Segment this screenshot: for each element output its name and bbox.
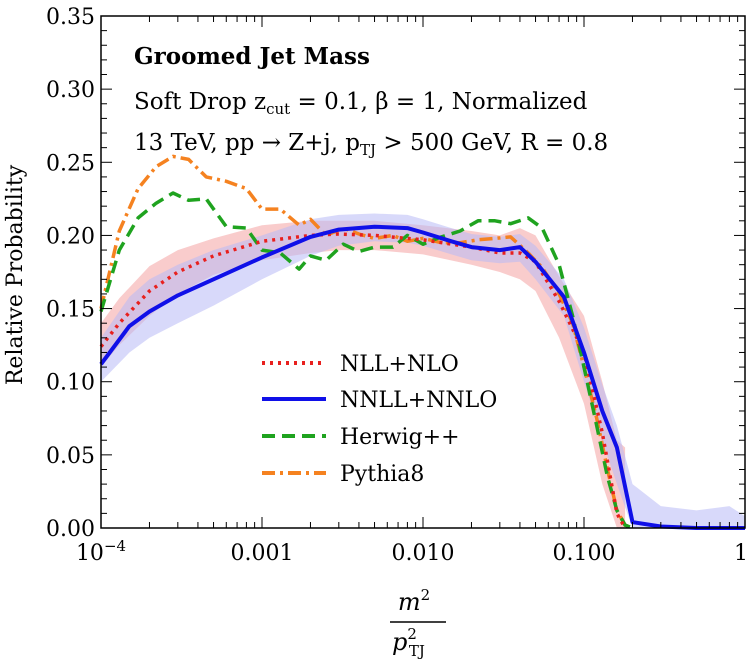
plot-frame xyxy=(100,15,746,529)
y-tick-label: 0.35 xyxy=(46,5,95,30)
y-tick-label: 0.20 xyxy=(46,224,95,249)
tick-labels: 0.00 0.05 0.10 0.15 0.20 0.25 0.30 0.35 10−4 0.00… xyxy=(46,5,748,566)
legend-label-pythia: Pythia8 xyxy=(340,462,424,487)
x-tick-label: 0.001 xyxy=(231,541,294,566)
y-axis-label: Relative Probability xyxy=(3,164,28,385)
subtitle-line-1: Soft Drop zcut = 0.1, β = 1, Normalized xyxy=(134,89,588,118)
y-tick-label: 0.05 xyxy=(46,444,95,469)
x-tick-label: 0.100 xyxy=(553,541,616,566)
legend: NLL+NLO NNLL+NNLO Herwig++ Pythia8 xyxy=(262,352,497,487)
y-tick-label: 0.15 xyxy=(46,298,95,323)
legend-label-nll-nlo: NLL+NLO xyxy=(340,352,459,377)
x-tick-label: 1 xyxy=(734,541,748,566)
x-label-numerator: m2 xyxy=(398,586,430,616)
subtitle-line-2: 13 TeV, pp → Z+j, pTJ > 500 GeV, R = 0.8 xyxy=(134,130,608,159)
legend-label-herwig: Herwig++ xyxy=(340,425,460,450)
x-label-denominator: p2 TJ xyxy=(392,625,425,660)
legend-label-nnll-nnlo: NNLL+NNLO xyxy=(340,388,497,413)
x-tick-label: 10−4 xyxy=(76,537,126,566)
y-tick-label: 0.00 xyxy=(46,517,95,542)
x-axis-label: m2 p2 TJ xyxy=(390,586,446,660)
y-tick-label: 0.10 xyxy=(46,371,95,396)
y-tick-label: 0.30 xyxy=(46,78,95,103)
y-tick-label: 0.25 xyxy=(46,151,95,176)
x-tick-label: 0.010 xyxy=(392,541,455,566)
chart-title: Groomed Jet Mass xyxy=(134,43,370,70)
